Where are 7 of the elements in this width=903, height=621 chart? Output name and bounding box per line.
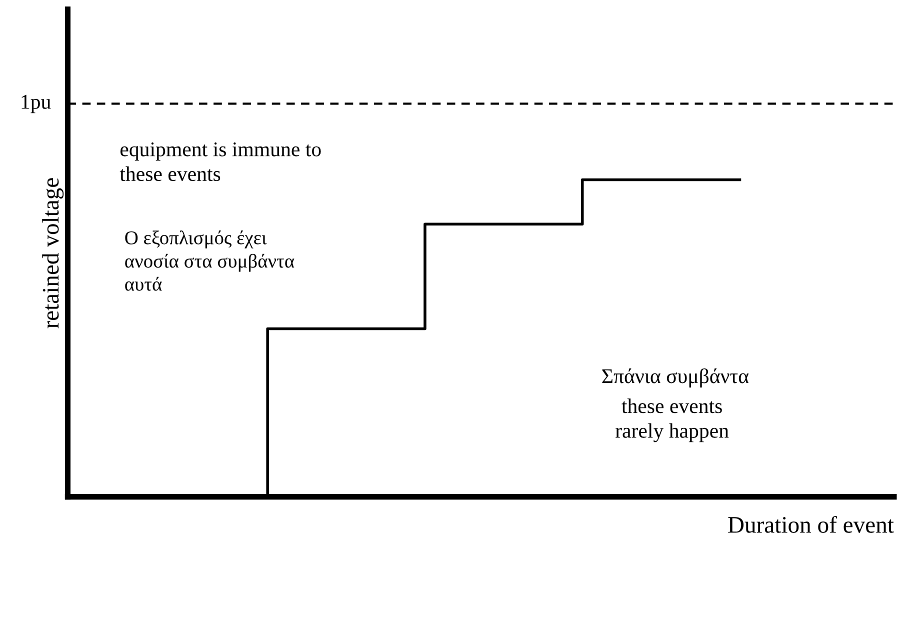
ref-line-label: 1pu [22, 94, 51, 114]
x-axis-title: Duration of event [728, 516, 894, 533]
y-axis-title: retained voltage [42, 178, 64, 328]
annotation: equipment is immune to these events [120, 142, 321, 182]
annotation: Σπάνια συμβάντα [602, 368, 749, 388]
annotation: these events rarely happen [616, 398, 729, 442]
annotation: Ο εξοπλισμός έχει ανοσία στα συμβάντα αυτά [125, 230, 294, 291]
